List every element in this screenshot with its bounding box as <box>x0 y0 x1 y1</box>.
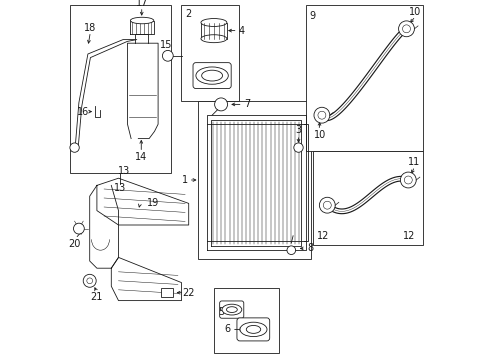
Circle shape <box>286 246 295 255</box>
Ellipse shape <box>130 17 153 24</box>
FancyBboxPatch shape <box>193 63 231 89</box>
Ellipse shape <box>226 307 237 312</box>
Circle shape <box>398 21 413 37</box>
Ellipse shape <box>246 325 260 333</box>
Text: 15: 15 <box>160 40 172 50</box>
Circle shape <box>162 50 173 61</box>
Text: 10: 10 <box>313 130 325 140</box>
Text: 4: 4 <box>239 26 244 36</box>
Circle shape <box>404 176 411 184</box>
Text: 5: 5 <box>218 307 224 318</box>
Bar <box>305 5 422 151</box>
Text: 14: 14 <box>135 152 147 162</box>
Text: 13: 13 <box>114 183 126 193</box>
Bar <box>160 288 173 297</box>
Text: 18: 18 <box>84 23 96 33</box>
Text: 9: 9 <box>309 11 315 21</box>
Text: 3: 3 <box>295 125 301 135</box>
Text: 19: 19 <box>147 198 159 208</box>
Bar <box>70 5 170 173</box>
Text: 11: 11 <box>407 157 419 167</box>
Text: 20: 20 <box>68 239 81 249</box>
Circle shape <box>70 143 79 152</box>
Text: 1: 1 <box>182 175 188 185</box>
Text: 17: 17 <box>135 0 147 8</box>
FancyBboxPatch shape <box>219 301 244 318</box>
Bar <box>213 288 278 353</box>
Text: 2: 2 <box>185 9 191 19</box>
Text: 12: 12 <box>402 231 415 241</box>
Circle shape <box>402 25 409 33</box>
FancyBboxPatch shape <box>237 318 269 341</box>
Circle shape <box>87 278 92 284</box>
Circle shape <box>400 172 415 188</box>
Text: 13: 13 <box>118 166 130 176</box>
Text: 8: 8 <box>306 243 312 253</box>
Circle shape <box>319 197 335 213</box>
Text: 22: 22 <box>182 288 195 298</box>
Circle shape <box>73 223 84 234</box>
Circle shape <box>323 201 330 209</box>
Text: 10: 10 <box>408 6 421 17</box>
Circle shape <box>313 107 329 123</box>
Ellipse shape <box>222 304 241 315</box>
Ellipse shape <box>201 70 222 81</box>
Circle shape <box>293 143 303 152</box>
Bar <box>312 151 422 245</box>
Circle shape <box>317 111 325 119</box>
Text: 7: 7 <box>244 99 250 109</box>
Bar <box>197 101 310 259</box>
Text: 6: 6 <box>224 324 230 334</box>
Ellipse shape <box>201 35 226 42</box>
Text: 21: 21 <box>90 292 102 302</box>
Ellipse shape <box>196 67 228 84</box>
Ellipse shape <box>201 18 226 27</box>
Text: 12: 12 <box>316 231 328 241</box>
Circle shape <box>83 274 96 287</box>
Bar <box>181 5 239 101</box>
Text: 16: 16 <box>77 107 89 117</box>
Circle shape <box>214 98 227 111</box>
Ellipse shape <box>240 322 266 337</box>
